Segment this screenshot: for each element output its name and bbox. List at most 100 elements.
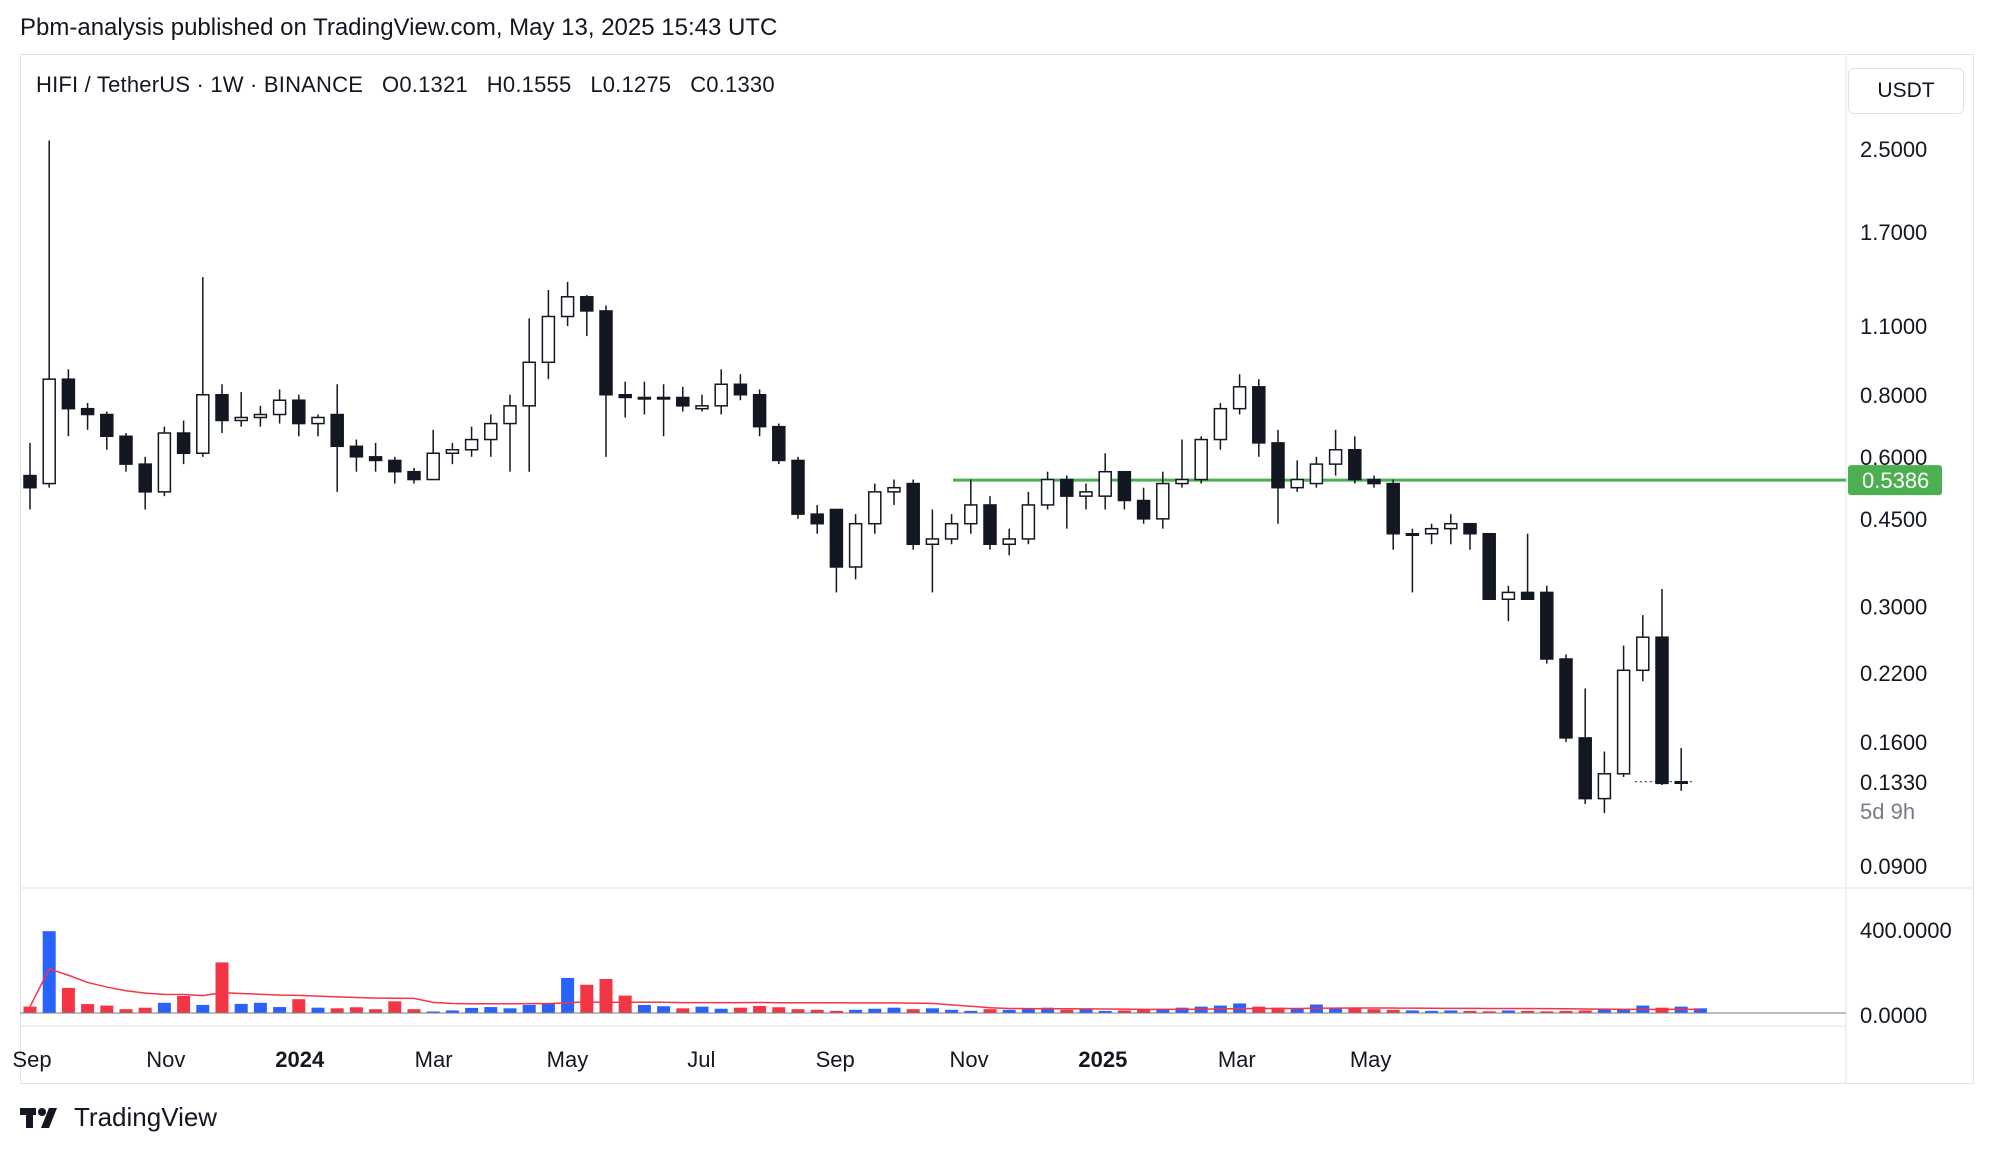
candle <box>656 384 671 437</box>
candle-body <box>23 474 37 489</box>
candle-body <box>388 459 402 473</box>
candle <box>1636 615 1650 682</box>
candle <box>522 318 536 472</box>
bar-countdown: 5d 9h <box>1860 799 1915 824</box>
candle-body <box>196 394 210 454</box>
candle-body <box>868 491 882 525</box>
volume-bar <box>157 1002 171 1013</box>
candle-body <box>695 405 709 410</box>
candle <box>1079 483 1093 510</box>
volume-bar <box>407 1009 421 1013</box>
candle <box>100 411 114 450</box>
candles-layer <box>23 140 1846 814</box>
volume-bar <box>1021 1008 1035 1013</box>
candle-body <box>1655 636 1669 785</box>
candle-body <box>464 438 479 451</box>
volume-bar <box>349 1007 363 1013</box>
volume-bar <box>1041 1007 1055 1013</box>
candle-body <box>637 396 652 400</box>
volume-bar <box>1348 1008 1362 1013</box>
symbol-info[interactable]: HIFI / TetherUS · 1W · BINANCE <box>36 72 364 97</box>
candle-body <box>541 315 556 364</box>
candle-body <box>580 296 594 312</box>
volume-bar <box>1252 1006 1266 1013</box>
candle <box>138 456 152 510</box>
candle-body <box>906 482 920 546</box>
candle-body <box>138 463 152 493</box>
candle-body <box>119 435 133 465</box>
volume-bar <box>522 1004 536 1013</box>
candle-body <box>1232 386 1247 410</box>
candle-body <box>1597 773 1612 800</box>
candle <box>1213 403 1228 450</box>
candle <box>599 305 613 457</box>
volume-bar <box>868 1008 882 1013</box>
candle <box>253 405 268 427</box>
candle-body <box>791 459 805 515</box>
publication-header: Pbm-analysis published on TradingView.co… <box>20 14 778 41</box>
chart-frame <box>20 54 1974 1084</box>
candle <box>1367 475 1381 488</box>
candle <box>944 514 959 545</box>
candle-body <box>1444 522 1458 530</box>
candle <box>560 281 575 327</box>
volume-bar <box>714 1008 728 1013</box>
candle <box>311 414 325 437</box>
volume-bar <box>61 987 75 1013</box>
y-tick-label: 2.5000 <box>1860 137 1927 162</box>
candle <box>1540 585 1554 664</box>
candle <box>1098 453 1112 510</box>
volume-bar <box>1693 1008 1707 1013</box>
volume-bar <box>829 1010 843 1013</box>
candle-body <box>829 508 844 568</box>
candle <box>1156 471 1170 529</box>
candle-body <box>100 413 114 438</box>
volume-bar <box>1405 1010 1419 1013</box>
support-price-label: 0.5386 <box>1848 465 1942 496</box>
volume-ma-line <box>29 967 1701 1011</box>
footer-brand[interactable]: TradingView <box>20 1102 217 1133</box>
candle-body <box>1040 478 1055 506</box>
volume-bar <box>23 1006 37 1013</box>
candle-body <box>848 522 863 568</box>
candle <box>196 277 210 457</box>
candle-body <box>1636 636 1650 672</box>
volume-bar <box>695 1006 709 1013</box>
volume-bar <box>580 984 594 1013</box>
volume-bar <box>983 1009 997 1013</box>
candle <box>829 508 844 593</box>
candle-body <box>1328 448 1343 465</box>
candle <box>1348 436 1362 484</box>
candle <box>772 423 786 465</box>
candle-body <box>1194 438 1208 481</box>
candle-body <box>983 504 997 546</box>
volume-bar <box>369 1009 383 1013</box>
volume-bar <box>1175 1007 1189 1013</box>
candle <box>1424 523 1439 545</box>
candle-body <box>61 378 76 410</box>
volume-bar <box>311 1007 325 1013</box>
candle <box>330 384 344 492</box>
candle-body <box>1136 499 1151 520</box>
candle-body <box>1002 538 1016 546</box>
volume-bar <box>1444 1010 1458 1013</box>
candle-body <box>944 522 959 540</box>
candle-body <box>311 416 325 425</box>
currency-button[interactable]: USDT <box>1848 68 1964 114</box>
volume-bar <box>42 931 56 1013</box>
x-tick-label: May <box>1350 1047 1392 1072</box>
candle <box>80 403 95 430</box>
volume-bar <box>1271 1007 1285 1013</box>
volume-bar <box>253 1002 267 1013</box>
candle-body <box>887 486 901 493</box>
candle-body <box>1616 669 1631 775</box>
candle <box>714 369 728 415</box>
candle <box>1060 475 1074 529</box>
volume-bar <box>484 1007 498 1013</box>
candle-body <box>752 394 767 428</box>
volume-bar <box>541 1003 555 1013</box>
candle-body <box>1213 407 1228 441</box>
y-tick-label: 0.4500 <box>1860 507 1927 532</box>
volume-bar <box>945 1009 959 1013</box>
